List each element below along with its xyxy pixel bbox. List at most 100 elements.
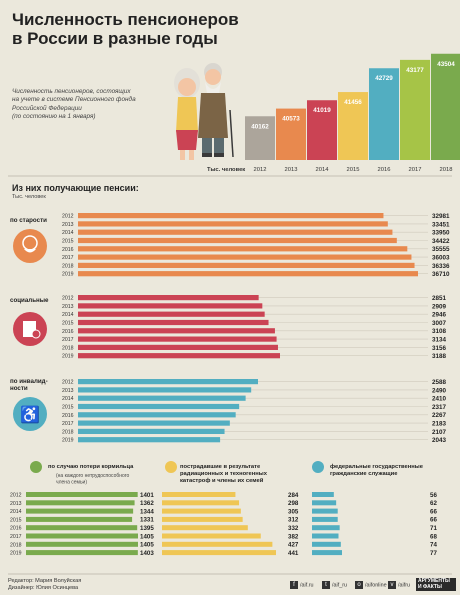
aif-logo: АРГУМЕНТЫ И ФАКТЫ (416, 578, 456, 591)
y-tick-label: 2017 (62, 421, 74, 427)
bar (162, 541, 273, 547)
data-label: 3188 (432, 353, 447, 360)
bar (78, 437, 221, 443)
bar (312, 533, 339, 539)
x-axis-label: Тыс. человек (207, 167, 245, 173)
social-link-ok[interactable]: o/aifonline (355, 581, 387, 589)
data-label: 41019 (313, 107, 331, 114)
data-label: 2267 (432, 412, 447, 419)
data-label: 66 (430, 517, 437, 524)
bar (312, 500, 337, 506)
y-tick-label: 2012 (10, 493, 22, 499)
data-label: 2490 (432, 387, 447, 394)
bar (78, 229, 393, 235)
bar (162, 500, 240, 506)
y-tick-label: 2015 (62, 239, 74, 245)
bar (400, 59, 430, 160)
data-label: 2043 (432, 437, 447, 444)
data-label: 32981 (432, 213, 450, 220)
data-label: 332 (288, 525, 299, 532)
data-label: 62 (430, 500, 437, 507)
y-tick-label: 2013 (62, 388, 74, 394)
logo-line-1: АРГУМЕНТЫ (418, 578, 450, 584)
y-tick-label: 2014 (62, 230, 74, 236)
y-tick-label: 2014 (10, 509, 22, 515)
data-label: 2107 (432, 429, 447, 436)
bar (78, 412, 236, 418)
bar (78, 221, 388, 227)
data-label: 68 (430, 533, 437, 540)
y-tick-label: 2013 (62, 304, 74, 310)
social-link-vk[interactable]: v/aifru (388, 581, 410, 589)
facebook-icon: f (290, 581, 298, 589)
wheelchair-icon (13, 397, 47, 431)
bar (78, 379, 258, 385)
bar (78, 254, 412, 260)
social-link-facebook[interactable]: f/aif.ru (290, 581, 313, 589)
data-label: 40162 (251, 123, 269, 130)
x-tick-label: 2018 (440, 167, 453, 173)
data-label: 36336 (432, 263, 450, 270)
bar (78, 319, 269, 326)
data-label: 2946 (432, 312, 447, 319)
subtitle: Численность пенсионеров, состоящих на уч… (12, 88, 182, 122)
section-unit: Тыс. человек (12, 194, 46, 200)
bar (307, 100, 337, 160)
data-label: 1401 (140, 492, 154, 499)
y-tick-label: 2019 (62, 438, 74, 444)
bar (78, 213, 384, 219)
bar (78, 353, 280, 359)
y-tick-label: 2018 (62, 263, 74, 269)
panel-note: члена семьи) (56, 480, 87, 486)
data-label: 41456 (344, 99, 362, 106)
social-link-twitter[interactable]: t/aif_ru (322, 581, 347, 589)
x-tick-label: 2014 (316, 167, 330, 173)
small-pension-charts: по случаю потери кормильца (на каждого не… (8, 461, 452, 575)
data-label: 77 (430, 550, 437, 557)
data-label: 33950 (432, 230, 450, 237)
bar (162, 492, 236, 497)
panel-title: ности (10, 385, 28, 392)
data-label: 40573 (282, 116, 300, 123)
data-label: 441 (288, 550, 299, 557)
data-label: 2183 (432, 421, 447, 428)
bar (162, 508, 241, 514)
radiation-icon (165, 461, 177, 473)
bar (369, 68, 399, 160)
y-tick-label: 2019 (62, 272, 74, 278)
data-label: 1344 (140, 508, 154, 515)
y-tick-label: 2019 (62, 354, 74, 360)
data-label: 3108 (432, 328, 447, 335)
panel-title: по инвалид- (10, 378, 48, 385)
bar (26, 550, 138, 556)
family-icon (30, 461, 42, 473)
y-tick-label: 2012 (62, 296, 74, 302)
beard-glyph (24, 249, 36, 253)
bar (312, 525, 340, 531)
elderly-couple-illustration (174, 63, 234, 160)
bar (78, 295, 259, 301)
bar (162, 525, 248, 531)
bar (78, 311, 265, 317)
bar (312, 541, 341, 547)
elderly-face-icon (13, 229, 47, 263)
data-label: 3156 (432, 345, 447, 352)
panel-title: катастроф и члены их семей (180, 477, 264, 484)
bar (78, 403, 240, 410)
data-label: 36003 (432, 255, 450, 262)
bar (78, 428, 225, 434)
social-label: /aif_ru (332, 582, 347, 589)
data-label: 1405 (140, 542, 154, 549)
y-tick-label: 2015 (62, 321, 74, 327)
bar (162, 533, 261, 539)
y-tick-label: 2014 (62, 312, 74, 318)
panel-title: федеральные государственные (330, 463, 424, 470)
data-label: 74 (430, 542, 437, 549)
bar (26, 541, 138, 547)
social-label: /aifru (398, 582, 410, 589)
data-label: 2909 (432, 303, 447, 310)
odnoklassniki-icon: o (355, 581, 363, 589)
data-label: 33451 (432, 221, 450, 228)
data-label: 1362 (140, 500, 154, 507)
